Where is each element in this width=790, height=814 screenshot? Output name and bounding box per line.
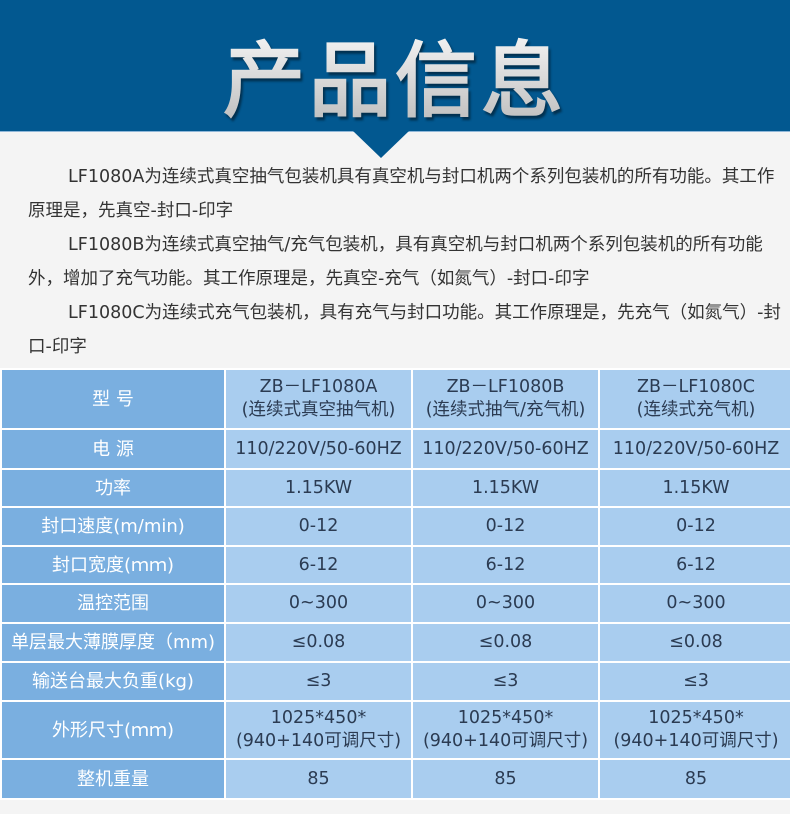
table-row: 电 源 110/220V/50-60HZ 110/220V/50-60HZ 110/2… [0, 428, 790, 470]
cell-line: ≤3 [305, 671, 332, 691]
table-row: 温控范围 0~300 0~300 0~300 [0, 583, 790, 624]
cell-line: 1025*450* [270, 708, 367, 728]
cell-line: 0~300 [475, 593, 536, 613]
intro-paragraph: LF1080C为连续式充气包装机，具有充气与封口功能。其工作原理是，先充气（如氮… [28, 303, 781, 357]
table-cell: ≤0.08 [411, 622, 600, 663]
table-cell: 1025*450* (940+140可调尺寸) [224, 700, 413, 760]
cell-line: (940+140可调尺寸) [613, 731, 779, 751]
row-label: 整机重量 [0, 758, 226, 800]
cell-line: 6-12 [298, 554, 339, 575]
cell-line: (940+140可调尺寸) [422, 731, 589, 751]
page-title: 产品信息 [0, 14, 790, 133]
table-cell: 1025*450* (940+140可调尺寸) [411, 700, 600, 760]
cell-line: ≤0.08 [291, 632, 346, 652]
table-cell: 1025*450* (940+140可调尺寸) [598, 700, 790, 760]
table-cell: ≤3 [224, 661, 413, 702]
table-row: 外形尺寸(ｍｍ) 1025*450* (940+140可调尺寸) 1025*450* (… [0, 700, 790, 760]
row-label: 输送台最大负重(kg) [0, 661, 226, 702]
cell-line: (连续式抽气/充气机) [425, 400, 586, 420]
cell-line: 1.15KW [662, 477, 730, 498]
table-row: 型 号 ZB－LF1080A (连续式真空抽气机) ZB－LF1080B (连续式抽气/… [0, 368, 790, 430]
table-cell: 0-12 [224, 506, 413, 547]
cell-line: 85 [494, 768, 517, 789]
table-cell: ZB－LF1080C (连续式充气机) [598, 368, 790, 430]
row-label: 外形尺寸(ｍｍ) [0, 700, 226, 760]
intro-paragraph: LF1080B为连续式真空抽气/充气包装机，具有真空机与封口机两个系列包装机的所… [28, 235, 763, 289]
banner-pointer [353, 131, 409, 158]
table-cell: 6-12 [598, 545, 790, 585]
cell-line: ≤3 [683, 671, 709, 691]
cell-line: 110/220V/50-60HZ [422, 438, 589, 459]
table-cell: 0~300 [598, 583, 790, 624]
table-cell: 85 [411, 758, 600, 800]
table-row: 封口宽度(ｍｍ) 6-12 6-12 6-12 [0, 545, 790, 585]
table-cell: ≤3 [598, 661, 790, 702]
row-label: 单层最大薄膜厚度（mm) [0, 622, 226, 663]
table-cell: 0~300 [411, 583, 600, 624]
cell-line: 0-12 [298, 516, 339, 536]
row-label: 功率 [0, 468, 226, 508]
table-cell: 6-12 [411, 545, 600, 585]
cell-line: 1.15KW [284, 477, 353, 498]
cell-line: 6-12 [676, 554, 716, 575]
table-cell: ≤0.08 [224, 622, 413, 663]
table-row: 单层最大薄膜厚度（mm) ≤0.08 ≤0.08 ≤0.08 [0, 622, 790, 663]
table-cell: 110/220V/50-60HZ [411, 428, 600, 470]
table-cell: ≤0.08 [598, 622, 790, 663]
cell-line: 85 [307, 768, 330, 789]
intro-text: LF1080A为连续式真空抽气包装机具有真空机与封口机两个系列包装机的所有功能。… [28, 160, 788, 364]
cell-line: 1.15KW [471, 477, 540, 498]
cell-line: 0~300 [288, 593, 349, 613]
table-cell: 85 [224, 758, 413, 800]
cell-line: 1025*450* [457, 708, 554, 728]
table-cell: 1.15KW [411, 468, 600, 508]
table-row: 整机重量 85 85 85 [0, 758, 790, 800]
table-cell: 6-12 [224, 545, 413, 585]
cell-line: (连续式充气机) [636, 400, 756, 420]
cell-line: 0~300 [666, 593, 726, 613]
cell-line: ≤3 [492, 671, 519, 691]
table-row: 封口速度(m/min) 0-12 0-12 0-12 [0, 506, 790, 547]
header-banner: 产品信息 [0, 0, 790, 132]
cell-line: (940+140可调尺寸) [235, 731, 402, 751]
spec-table: 型 号 ZB－LF1080A (连续式真空抽气机) ZB－LF1080B (连续式抽气/… [0, 368, 790, 800]
cell-line: 6-12 [485, 554, 526, 575]
cell-line: 85 [684, 768, 708, 789]
cell-line: ≤0.08 [478, 632, 533, 652]
table-cell: 85 [598, 758, 790, 800]
cell-line: 110/220V/50-60HZ [235, 438, 402, 459]
table-cell: 0-12 [411, 506, 600, 547]
row-label: 电 源 [0, 428, 226, 470]
cell-line: 1025*450* [648, 708, 744, 728]
row-label: 封口宽度(ｍｍ) [0, 545, 226, 585]
cell-line: 0-12 [676, 516, 716, 536]
cell-line: 110/220V/50-60HZ [612, 438, 780, 459]
cell-line: (连续式真空抽气机) [241, 400, 396, 420]
table-cell: 110/220V/50-60HZ [598, 428, 790, 470]
cell-line: ZB－LF1080A [259, 377, 378, 397]
row-label: 封口速度(m/min) [0, 506, 226, 547]
row-label: 型 号 [0, 368, 226, 430]
table-row: 输送台最大负重(kg) ≤3 ≤3 ≤3 [0, 661, 790, 702]
table-cell: ZB－LF1080A (连续式真空抽气机) [224, 368, 413, 430]
table-cell: 0~300 [224, 583, 413, 624]
table-cell: 1.15KW [224, 468, 413, 508]
table-cell: ZB－LF1080B (连续式抽气/充气机) [411, 368, 600, 430]
table-cell: 110/220V/50-60HZ [224, 428, 413, 470]
table-cell: 1.15KW [598, 468, 790, 508]
cell-line: 0-12 [485, 516, 526, 536]
cell-line: ZB－LF1080B [446, 377, 565, 397]
table-cell: 0-12 [598, 506, 790, 547]
intro-paragraph: LF1080A为连续式真空抽气包装机具有真空机与封口机两个系列包装机的所有功能。… [28, 167, 775, 221]
table-row: 功率 1.15KW 1.15KW 1.15KW [0, 468, 790, 508]
cell-line: ZB－LF1080C [636, 377, 756, 397]
table-cell: ≤3 [411, 661, 600, 702]
row-label: 温控范围 [0, 583, 226, 624]
cell-line: ≤0.08 [669, 632, 723, 652]
